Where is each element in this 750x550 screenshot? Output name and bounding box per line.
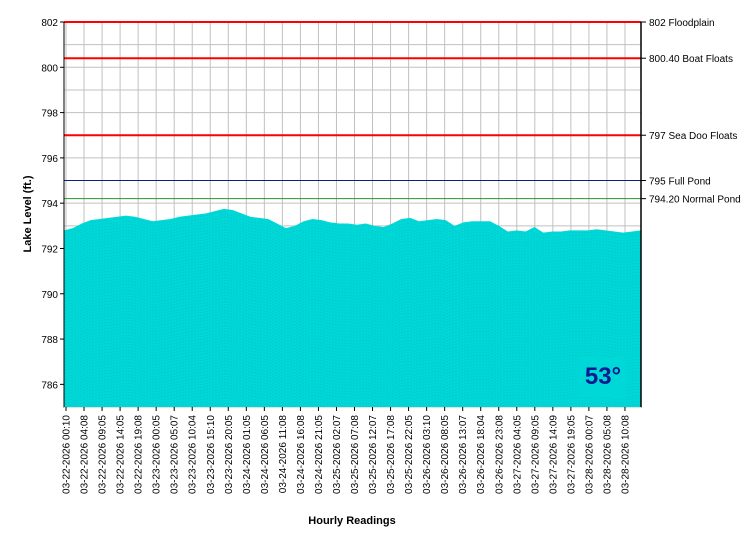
x-tick-label: 03-25-2026 17:08: [386, 415, 397, 494]
water-temperature-badge: 53°: [579, 357, 627, 397]
y-tick-label: 788: [41, 335, 58, 346]
x-tick-label: 03-27-2026 09:05: [530, 415, 541, 494]
y-tick-label: 800: [41, 63, 58, 74]
y-tick-label: 786: [41, 380, 58, 391]
x-tick-label: 03-25-2026 07:08: [350, 415, 361, 494]
x-tick-label: 03-28-2026 00:07: [584, 415, 595, 494]
y-tick-label: 796: [41, 154, 58, 165]
x-tick-label: 03-25-2026 22:05: [404, 415, 415, 494]
x-tick-label: 03-23-2026 05:07: [170, 415, 181, 494]
reference-label: 800.40 Boat Floats: [649, 54, 733, 65]
x-tick-label: 03-22-2026 00:10: [62, 415, 73, 494]
x-tick-label: 03-27-2026 04:05: [512, 415, 523, 494]
y-tick-label: 792: [41, 244, 58, 255]
x-tick-label: 03-23-2026 10:04: [188, 415, 199, 494]
x-tick-label: 03-22-2026 09:05: [98, 415, 109, 494]
x-tick-label: 03-26-2026 23:08: [494, 415, 505, 494]
x-tick-label: 03-24-2026 21:05: [314, 415, 325, 494]
reference-label: 797 Sea Doo Floats: [649, 131, 737, 142]
x-tick-label: 03-25-2026 12:07: [368, 415, 379, 494]
x-axis-title: Hourly Readings: [308, 515, 395, 527]
x-tick-label: 03-22-2026 19:08: [134, 415, 145, 494]
y-axis-ticks: 786 788 790 792 794 796 798 800 802: [41, 18, 64, 391]
reference-lines: 802 Floodplain 800.40 Boat Floats 797 Sea …: [64, 18, 741, 206]
x-tick-label: 03-24-2026 16:08: [296, 415, 307, 494]
x-tick-label: 03-26-2026 13:07: [458, 415, 469, 494]
y-tick-label: 798: [41, 109, 58, 120]
x-tick-label: 03-26-2026 08:05: [440, 415, 451, 494]
x-tick-label: 03-24-2026 06:05: [260, 415, 271, 494]
y-tick-label: 794: [41, 199, 58, 210]
x-tick-label: 03-22-2026 04:08: [80, 415, 91, 494]
y-tick-label: 790: [41, 290, 58, 301]
lake-level-area: [64, 208, 641, 407]
x-tick-label: 03-28-2026 05:08: [602, 415, 613, 494]
y-tick-label: 802: [41, 18, 58, 29]
x-tick-label: 03-27-2026 14:09: [548, 415, 559, 494]
x-tick-label: 03-24-2026 01:05: [242, 415, 253, 494]
x-tick-label: 03-23-2026 15:10: [206, 415, 217, 494]
x-tick-label: 03-23-2026 20:05: [224, 415, 235, 494]
x-tick-label: 03-26-2026 03:10: [422, 415, 433, 494]
reference-label: 795 Full Pond: [649, 177, 711, 188]
x-tick-label: 03-27-2026 19:05: [566, 415, 577, 494]
x-tick-label: 03-28-2026 10:08: [620, 415, 631, 494]
x-tick-label: 03-23-2026 00:05: [152, 415, 163, 494]
x-tick-label: 03-24-2026 11:08: [278, 415, 289, 494]
x-axis-ticks: 03-22-2026 00:10 03-22-2026 04:08 03-22-20…: [62, 407, 631, 494]
y-axis-title: Lake Level (ft.): [22, 175, 34, 252]
x-tick-label: 03-22-2026 14:05: [116, 415, 127, 494]
x-tick-label: 03-25-2026 02:07: [332, 415, 343, 494]
reference-label: 802 Floodplain: [649, 18, 715, 29]
x-tick-label: 03-26-2026 18:04: [476, 415, 487, 494]
reference-label: 794.20 Normal Pond: [649, 195, 741, 206]
